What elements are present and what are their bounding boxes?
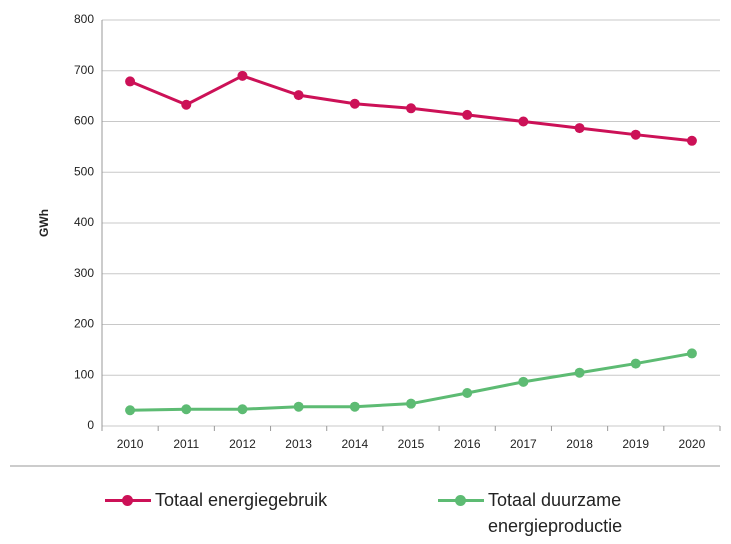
legend-item: Totaal duurzame energieproductie [438,490,658,539]
x-tick-label: 2016 [454,437,481,451]
data-point [686,348,697,359]
x-tick-label: 2019 [622,437,649,451]
legend-key [438,490,484,510]
y-axis-label: GWh [37,209,51,237]
data-point [462,388,473,399]
data-point [293,401,304,412]
data-point [630,358,641,369]
chart: GWh 0 100 200 300 400 500 600 700 800 2010 2011 201… [10,12,721,467]
data-point [518,376,529,387]
y-tick-label: 800 [74,12,94,26]
data-point [293,90,304,101]
x-tick-label: 2018 [566,437,593,451]
data-point [406,398,416,409]
x-tick-label: 2012 [229,437,256,451]
x-tick-label: 2011 [173,437,199,451]
data-point [181,404,192,415]
data-point [237,404,248,415]
y-tick-label: 200 [74,317,94,331]
legend-label: Totaal energiegebruik [155,490,328,510]
data-point [181,99,192,110]
data-point [349,98,360,109]
x-tick-label: 2017 [510,437,537,451]
x-tick-label: 2013 [285,437,312,451]
y-tick-label: 500 [74,164,94,178]
data-point [125,405,136,416]
y-tick-label: 0 [87,418,94,432]
data-point [630,129,641,140]
legend-key [105,490,151,510]
data-point [462,109,473,120]
x-tick-label: 2015 [398,437,425,451]
data-point [406,103,416,114]
data-point [686,135,697,146]
data-point [574,123,585,134]
x-tick-label: 2010 [117,437,144,451]
y-tick-label: 400 [74,215,94,229]
y-tick-label: 700 [74,63,94,77]
y-tick-label: 300 [74,266,94,280]
data-point [574,367,585,378]
data-point [349,401,360,412]
x-tick-label: 2014 [341,437,368,451]
legend-label: Totaal duurzame energieproductie [488,490,623,536]
y-tick-label: 600 [74,114,94,128]
data-point [518,116,529,127]
x-tick-label: 2020 [679,437,706,451]
legend-item: Totaal energiegebruik [105,490,365,513]
data-point [237,70,248,81]
y-tick-label: 100 [74,367,94,381]
data-point [125,76,136,87]
